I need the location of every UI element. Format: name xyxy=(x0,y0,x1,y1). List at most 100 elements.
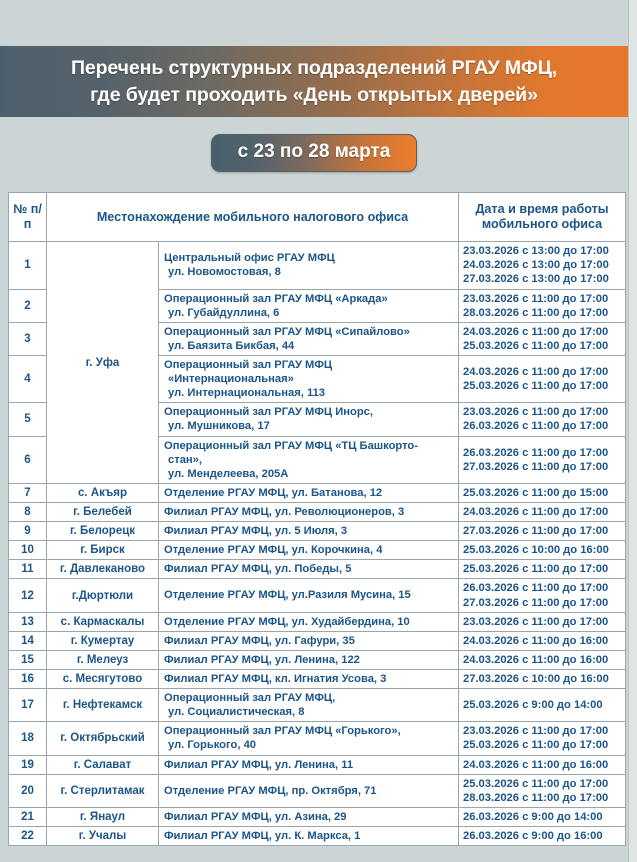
header-datetime-line-1: Дата и время работы xyxy=(475,202,609,216)
address-line: ул. Новомостовая, 8 xyxy=(168,266,281,279)
address-line: Филиал РГАУ МФЦ, ул. Победы, 5 xyxy=(164,563,352,576)
row-city: г. Давлеканово xyxy=(46,559,159,580)
table-row: 21 г. Янаул Филиал РГАУ МФЦ, ул. Азина, 29… xyxy=(8,806,626,827)
datetime-line: 28.03.2026 с 11:00 до 17:00 xyxy=(463,306,609,319)
address-line: ул. Интернациональная, 113 xyxy=(168,387,326,400)
datetime-line: 26.03.2026 с 11:00 до 17:00 xyxy=(463,420,609,433)
row-city: г. Нефтекамск xyxy=(46,688,159,723)
datetime-line: 27.03.2026 с 11:00 до 17:00 xyxy=(463,525,609,538)
row-datetime: 24.03.2026 с 11:00 до 16:00 xyxy=(458,630,626,651)
row-address: Филиал РГАУ МФЦ, ул. Ленина, 11 xyxy=(158,754,459,775)
row-city: г. Учалы xyxy=(46,825,159,847)
row-number: 16 xyxy=(8,668,47,690)
row-address: Отделение РГАУ МФЦ, ул. Батанова, 12 xyxy=(158,482,459,503)
table-row: 17 г. Нефтекамск Операционный зал РГАУ МФЦ… xyxy=(8,688,626,723)
row-datetime: 23.03.2026 с 11:00 до 17:00 28.03.2026 с … xyxy=(458,288,626,323)
row-city: г. Мелеуз xyxy=(46,649,159,670)
row-address: Операционный зал РГАУ МФЦ «Сипайлово» ул.… xyxy=(158,321,459,356)
datetime-line: 25.03.2026 с 11:00 до 17:00 xyxy=(463,739,609,752)
table-head: № п/п Местонахождение мобильного налогов… xyxy=(8,191,626,243)
row-number: 9 xyxy=(8,521,47,542)
row-address: Отделение РГАУ МФЦ, пр. Октября, 71 xyxy=(158,773,459,808)
table-row: 5 Операционный зал РГАУ МФЦ Инорс, ул. Муш… xyxy=(8,402,626,437)
row-address: Филиал РГАУ МФЦ, ул. Победы, 5 xyxy=(158,559,459,580)
table-row: 2 Операционный зал РГАУ МФЦ «Аркада» ул. Г… xyxy=(8,288,626,323)
row-datetime: 25.03.2026 с 11:00 до 17:00 28.03.2026 с … xyxy=(458,773,626,808)
row-city: г.Дюртюли xyxy=(46,578,159,613)
datetime-line: 24.03.2026 с 11:00 до 17:00 xyxy=(463,366,609,379)
address-line: Отделение РГАУ МФЦ, ул. Худайбердина, 10 xyxy=(164,615,410,628)
address-line: Филиал РГАУ МФЦ, кл. Игнатия Усова, 3 xyxy=(164,672,387,685)
date-badge-container: с 23 по 28 марта xyxy=(0,134,628,172)
datetime-line: 25.03.2026 с 10:00 до 16:00 xyxy=(463,544,609,557)
datetime-line: 23.03.2026 с 11:00 до 17:00 xyxy=(463,615,609,628)
header-datetime: Дата и время работы мобильного офиса xyxy=(458,191,626,243)
address-line: Филиал РГАУ МФЦ, ул. Гафури, 35 xyxy=(164,634,355,647)
banner-title-line-1: Перечень структурных подразделений РГАУ … xyxy=(70,56,558,79)
address-line: Отделение РГАУ МФЦ, ул. Корочкина, 4 xyxy=(164,544,383,557)
row-number: 12 xyxy=(8,578,47,613)
row-datetime: 24.03.2026 с 11:00 до 17:00 25.03.2026 с … xyxy=(458,354,626,404)
schedule-table-wrapper: № п/п Местонахождение мобильного налогов… xyxy=(8,191,626,847)
table-row: 9 г. Белорецк Филиал РГАУ МФЦ, ул. 5 Июля,… xyxy=(8,521,626,542)
table-row: 7 с. Акъяр Отделение РГАУ МФЦ, ул. Батанов… xyxy=(8,482,626,503)
datetime-line: 26.03.2026 с 9:00 до 14:00 xyxy=(463,810,603,823)
row-address: Филиал РГАУ МФЦ, ул. Азина, 29 xyxy=(158,806,459,827)
datetime-line: 23.03.2026 с 11:00 до 17:00 xyxy=(463,406,609,419)
datetime-line: 25.03.2026 с 9:00 до 14:00 xyxy=(463,699,603,712)
datetime-line: 27.03.2026 с 10:00 до 16:00 xyxy=(463,672,609,685)
row-address: Филиал РГАУ МФЦ, ул. 5 Июля, 3 xyxy=(158,521,459,542)
table-row: 10 г. Бирск Отделение РГАУ МФЦ, ул. Корочк… xyxy=(8,540,626,561)
row-datetime: 23.03.2026 с 13:00 до 17:00 24.03.2026 с … xyxy=(458,241,626,290)
row-datetime: 27.03.2026 с 11:00 до 17:00 xyxy=(458,521,626,542)
address-line: Филиал РГАУ МФЦ, ул. Революционеров, 3 xyxy=(164,505,405,518)
datetime-line: 26.03.2026 с 11:00 до 17:00 xyxy=(463,582,609,595)
row-number: 3 xyxy=(8,321,47,356)
row-number: 2 xyxy=(8,288,47,323)
header-datetime-line-2: мобильного офиса xyxy=(481,217,603,232)
address-line: Отделение РГАУ МФЦ, пр. Октября, 71 xyxy=(164,784,377,797)
datetime-line: 25.03.2026 с 11:00 до 15:00 xyxy=(463,486,609,499)
date-range-badge: с 23 по 28 марта xyxy=(210,134,418,172)
table-row: 19 г. Салават Филиал РГАУ МФЦ, ул. Ленина,… xyxy=(8,754,626,775)
table-row: 11 г. Давлеканово Филиал РГАУ МФЦ, ул. Поб… xyxy=(8,559,626,580)
row-datetime: 24.03.2026 с 11:00 до 17:00 xyxy=(458,501,626,523)
datetime-line: 23.03.2026 с 11:00 до 17:00 xyxy=(463,725,609,738)
table-row: 1 г. Уфа Центральный офис РГАУ МФЦ ул. Ново… xyxy=(8,241,626,484)
row-datetime: 25.03.2026 с 11:00 до 15:00 xyxy=(458,482,626,503)
datetime-line: 27.03.2026 с 11:00 до 17:00 xyxy=(463,460,609,473)
datetime-line: 24.03.2026 с 11:00 до 16:00 xyxy=(463,758,609,771)
row-number: 21 xyxy=(8,806,47,827)
row-number: 13 xyxy=(8,611,47,632)
row-address: Филиал РГАУ МФЦ, ул. Революционеров, 3 xyxy=(158,501,459,523)
row-datetime: 24.03.2026 с 11:00 до 16:00 xyxy=(458,754,626,775)
row-address: Операционный зал РГАУ МФЦ, ул. Социалисти… xyxy=(158,688,459,723)
address-line: ул. Менделеева, 205А xyxy=(168,467,289,480)
datetime-line: 26.03.2026 с 9:00 до 16:00 xyxy=(463,829,603,842)
row-city: г. Янаул xyxy=(46,806,159,827)
address-line: Операционный зал РГАУ МФЦ, xyxy=(164,692,336,705)
address-line: ул. Социалистическая, 8 xyxy=(168,706,305,719)
datetime-line: 27.03.2026 с 11:00 до 17:00 xyxy=(463,596,609,609)
datetime-line: 24.03.2026 с 11:00 до 17:00 xyxy=(463,325,609,338)
datetime-line: 23.03.2026 с 11:00 до 17:00 xyxy=(463,292,609,305)
header-location: Местонахождение мобильного налогового оф… xyxy=(46,191,459,243)
table-header-row: № п/п Местонахождение мобильного налогов… xyxy=(8,191,626,243)
datetime-line: 24.03.2026 с 13:00 до 17:00 xyxy=(463,259,609,272)
row-number: 4 xyxy=(8,354,47,404)
row-city: с. Месягутово xyxy=(46,668,159,690)
datetime-line: 24.03.2026 с 11:00 до 16:00 xyxy=(463,653,609,666)
row-datetime: 26.03.2026 с 9:00 до 16:00 xyxy=(458,825,626,847)
row-datetime: 26.03.2026 с 9:00 до 14:00 xyxy=(458,806,626,827)
page-edge-strip xyxy=(628,0,637,862)
table-row: 16 с. Месягутово Филиал РГАУ МФЦ, кл. Игна… xyxy=(8,668,626,690)
address-line: Операционный зал РГАУ МФЦ «Сипайлово» xyxy=(164,325,410,338)
datetime-line: 26.03.2026 с 11:00 до 17:00 xyxy=(463,446,609,459)
row-city-merged: г. Уфа xyxy=(46,241,159,484)
row-city: г. Салават xyxy=(46,754,159,775)
row-datetime: 26.03.2026 с 11:00 до 17:00 27.03.2026 с … xyxy=(458,435,626,484)
row-address: Филиал РГАУ МФЦ, ул. Ленина, 122 xyxy=(158,649,459,670)
row-address: Отделение РГАУ МФЦ, ул. Корочкина, 4 xyxy=(158,540,459,561)
address-line: Филиал РГАУ МФЦ, ул. 5 Июля, 3 xyxy=(164,525,348,538)
table-row: 12 г.Дюртюли Отделение РГАУ МФЦ, ул.Разиля… xyxy=(8,578,626,613)
